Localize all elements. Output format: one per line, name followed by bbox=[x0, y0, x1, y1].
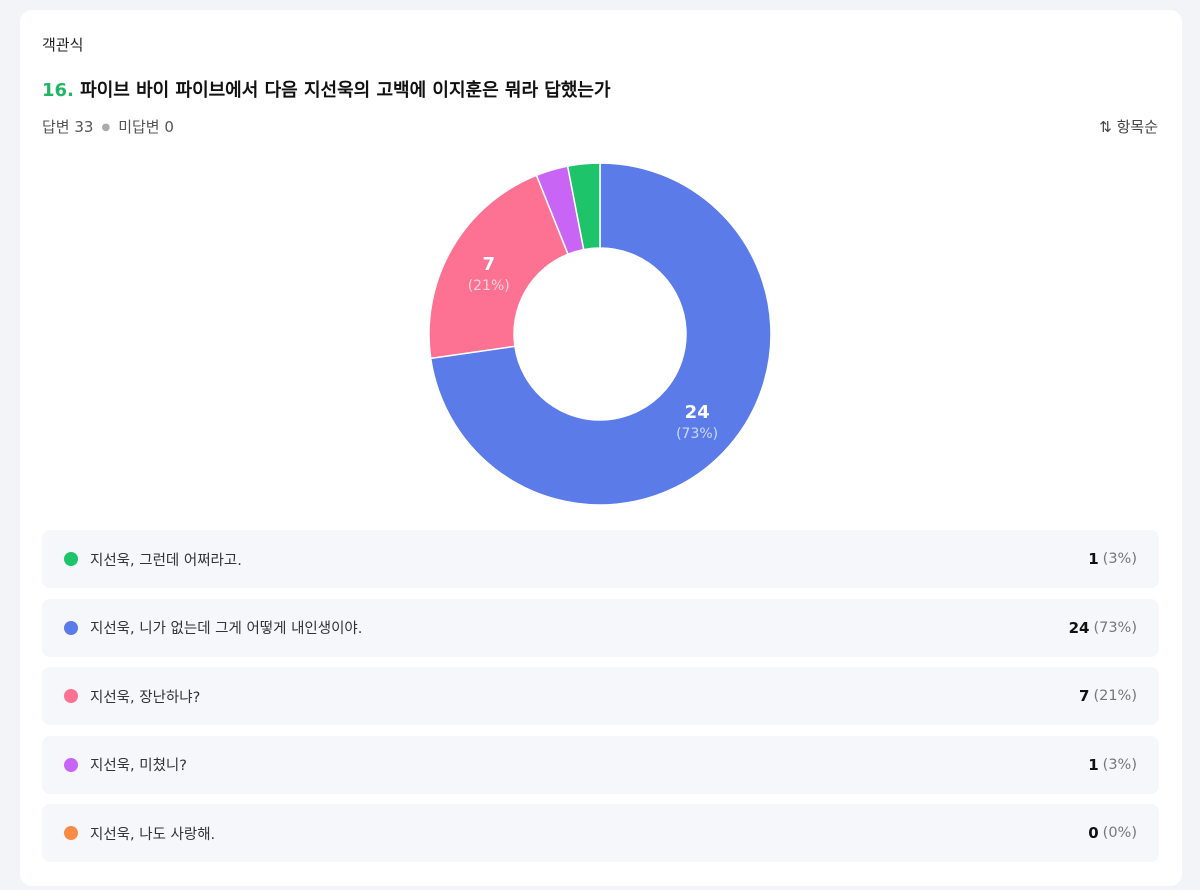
donut-chart: 24 (73%) 7 (21%) bbox=[428, 162, 772, 506]
option-row[interactable]: 지선욱, 나도 사랑해. 0 (0%) bbox=[42, 804, 1159, 862]
option-label: 지선욱, 니가 없는데 그게 어떻게 내인생이야. bbox=[90, 621, 363, 637]
color-dot-icon bbox=[64, 689, 78, 703]
option-count: 24 bbox=[1068, 618, 1090, 637]
donut-slice[interactable] bbox=[428, 174, 570, 360]
option-label: 지선욱, 그런데 어쩌라고. bbox=[90, 552, 242, 569]
option-percent: (0%) bbox=[1102, 825, 1137, 841]
option-percent: (3%) bbox=[1102, 756, 1137, 773]
option-label: 지선욱, 나도 사랑해. bbox=[90, 826, 216, 843]
slice-percent-label: (73%) bbox=[676, 426, 718, 442]
option-label: 지선욱, 미쳤니? bbox=[90, 758, 187, 774]
slice-percent-label: (21%) bbox=[468, 278, 510, 294]
donut-slice[interactable] bbox=[566, 162, 601, 251]
option-row[interactable]: 지선욱, 미쳤니? 1 (3%) bbox=[42, 735, 1159, 794]
sort-button[interactable]: ⇅ 항목순 bbox=[1099, 116, 1158, 137]
option-count: 1 bbox=[1088, 550, 1099, 568]
question-type: 객관식 bbox=[42, 36, 84, 54]
question-text: 파이브 바이 파이브에서 다음 지선욱의 고백에 이지훈은 뭐라 답했는가 bbox=[80, 80, 611, 101]
options-list: 지선욱, 그런데 어쩌라고. 1 (3%) 지선욱, 니가 없는데 그게 어떻게 내인… bbox=[42, 530, 1159, 873]
color-dot-icon bbox=[64, 552, 78, 566]
option-count: 0 bbox=[1088, 824, 1099, 842]
answered-count: 답변 33 bbox=[42, 118, 94, 136]
sort-label: 항목순 bbox=[1116, 118, 1158, 136]
option-row[interactable]: 지선욱, 그런데 어쩌라고. 1 (3%) bbox=[42, 530, 1159, 588]
response-counts: 답변 33 ● 미답변 0 bbox=[42, 116, 174, 137]
separator-dot: ● bbox=[101, 122, 111, 133]
slice-value-label: 7 bbox=[482, 254, 495, 275]
color-dot-icon bbox=[64, 757, 78, 772]
slice-value-label: 24 bbox=[685, 402, 710, 423]
color-dot-icon bbox=[64, 620, 78, 635]
option-count: 1 bbox=[1088, 755, 1099, 774]
option-row[interactable]: 지선욱, 장난하냐? 7 (21%) bbox=[42, 667, 1159, 725]
donut-slice[interactable] bbox=[429, 162, 772, 506]
option-percent: (3%) bbox=[1102, 551, 1137, 567]
option-percent: (21%) bbox=[1093, 688, 1137, 704]
option-percent: (73%) bbox=[1093, 619, 1137, 636]
option-label: 지선욱, 장난하냐? bbox=[90, 689, 201, 706]
unanswered-count: 미답변 0 bbox=[118, 118, 174, 136]
sort-arrows-icon: ⇅ bbox=[1099, 118, 1112, 136]
option-row[interactable]: 지선욱, 니가 없는데 그게 어떻게 내인생이야. 24 (73%) bbox=[42, 598, 1159, 657]
question-number: 16. bbox=[42, 80, 74, 101]
option-count: 7 bbox=[1079, 687, 1090, 705]
question-title: 16. 파이브 바이 파이브에서 다음 지선욱의 고백에 이지훈은 뭐라 답했는… bbox=[42, 76, 611, 102]
color-dot-icon bbox=[64, 826, 78, 840]
question-card: 객관식 16. 파이브 바이 파이브에서 다음 지선욱의 고백에 이지훈은 뭐라… bbox=[20, 10, 1182, 886]
